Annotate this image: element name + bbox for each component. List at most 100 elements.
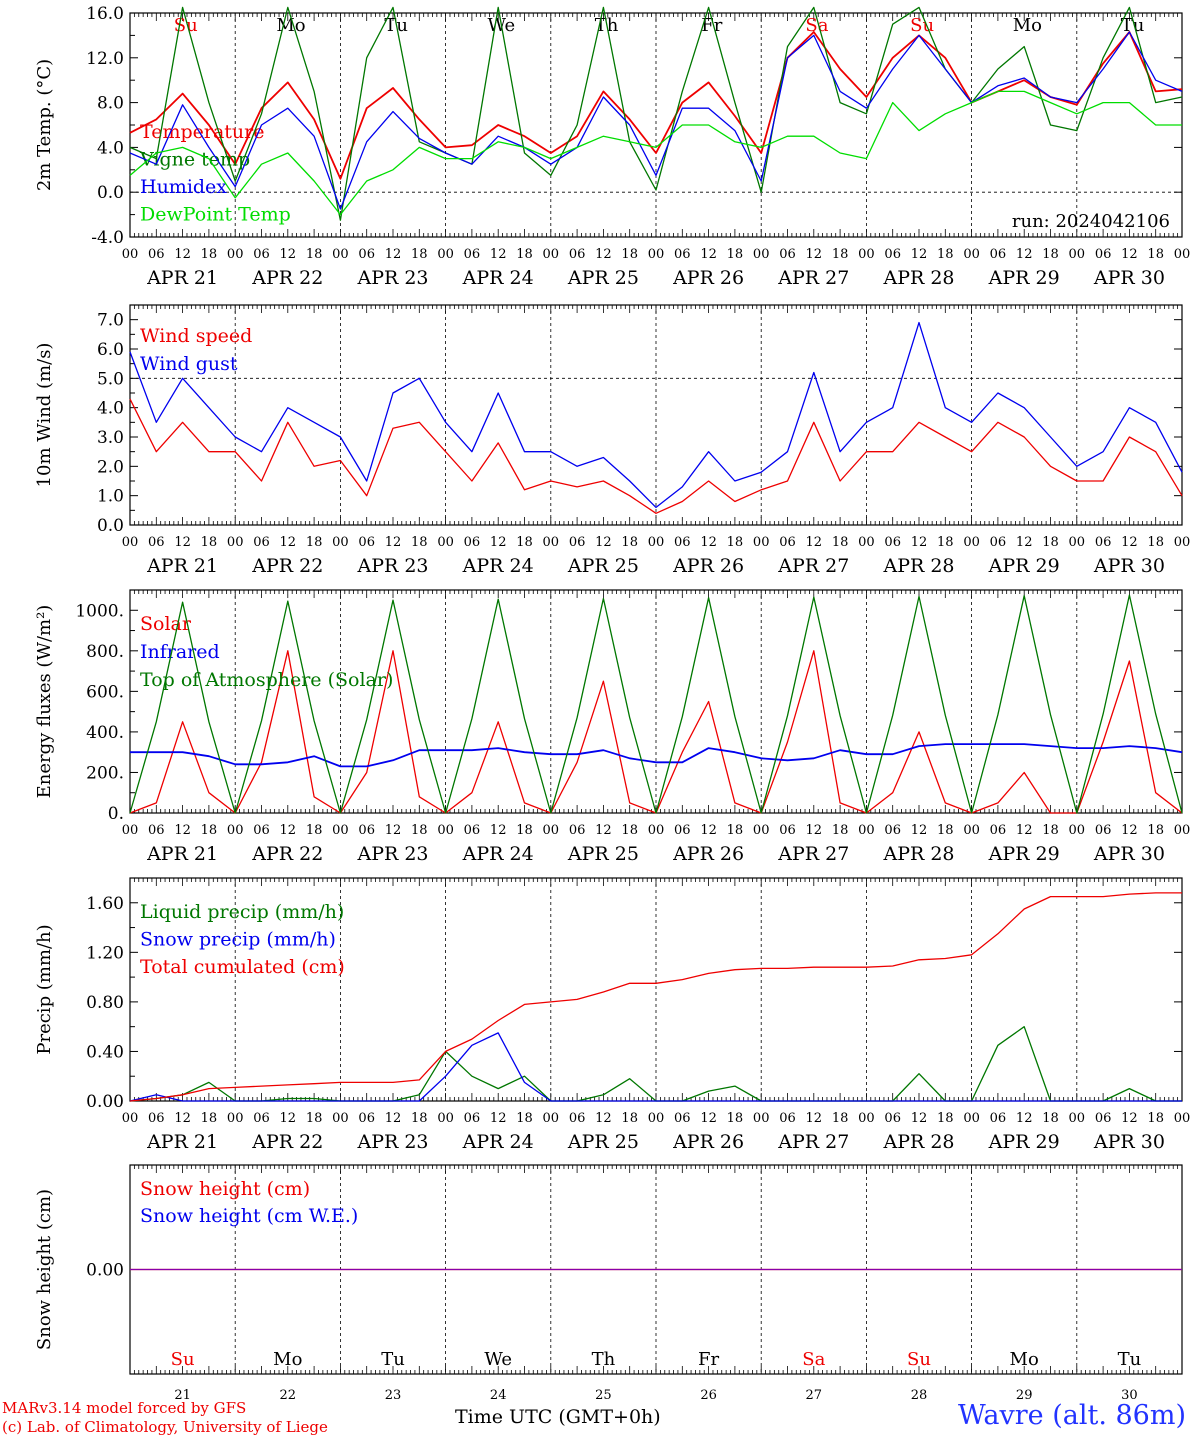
- date-label: APR 21: [146, 843, 218, 865]
- hour-tick-label: 12: [595, 1111, 612, 1126]
- hour-tick-label: 00: [227, 535, 244, 550]
- hour-tick-label: 18: [516, 823, 533, 838]
- date-label: APR 26: [672, 267, 744, 289]
- y-tick-label: -4.0: [91, 228, 124, 248]
- hour-tick-label: 18: [937, 535, 954, 550]
- y-tick-label: 200.: [86, 763, 124, 783]
- legend-entry: Top of Atmosphere (Solar): [140, 669, 393, 691]
- y-tick-label: 16.0: [86, 4, 124, 24]
- y-tick-label: 4.0: [97, 399, 124, 419]
- hour-tick-label: 12: [1016, 823, 1033, 838]
- hour-tick-label: 12: [385, 1111, 402, 1126]
- y-tick-label: 0.: [108, 804, 124, 824]
- series-line-infrared: [130, 743, 1183, 768]
- hour-tick-label: 06: [674, 247, 691, 262]
- hour-tick-label: 00: [543, 247, 560, 262]
- hour-tick-label: 06: [464, 1111, 481, 1126]
- hour-tick-label: 00: [858, 1111, 875, 1126]
- hour-tick-label: 12: [280, 823, 297, 838]
- hour-tick-label: 06: [464, 535, 481, 550]
- date-label: APR 29: [988, 843, 1060, 865]
- y-tick-label: 4.0: [97, 138, 124, 158]
- hour-tick-label: 18: [621, 247, 638, 262]
- hour-tick-label: 06: [148, 1111, 165, 1126]
- date-label: APR 27: [777, 843, 849, 865]
- hour-tick-label: 00: [1174, 247, 1191, 262]
- hour-tick-label: 18: [516, 1111, 533, 1126]
- legend-entry: Wind gust: [140, 353, 238, 375]
- day-number-label: 29: [1016, 1388, 1033, 1403]
- y-tick-label: 5.0: [97, 369, 124, 389]
- hour-tick-label: 00: [332, 535, 349, 550]
- date-label: APR 26: [672, 1131, 744, 1153]
- date-label: APR 28: [882, 555, 954, 577]
- date-label: APR 24: [462, 843, 534, 865]
- y-tick-label: 1.0: [97, 487, 124, 507]
- hour-tick-label: 18: [1147, 823, 1164, 838]
- hour-tick-label: 18: [411, 823, 428, 838]
- hour-tick-label: 00: [227, 1111, 244, 1126]
- hour-tick-label: 06: [990, 823, 1007, 838]
- hour-tick-label: 06: [674, 535, 691, 550]
- hour-tick-label: 18: [201, 535, 218, 550]
- hour-tick-label: 00: [1069, 823, 1086, 838]
- credit-line: (c) Lab. of Climatology, University of L…: [2, 1418, 328, 1436]
- hour-tick-label: 00: [437, 823, 454, 838]
- hour-tick-label: 18: [411, 247, 428, 262]
- hour-tick-label: 12: [1121, 247, 1138, 262]
- series-line-humidex: [129, 31, 1183, 210]
- hour-tick-label: 00: [963, 823, 980, 838]
- hour-tick-label: 18: [832, 535, 849, 550]
- date-label: APR 29: [988, 267, 1060, 289]
- legend-entry: Infrared: [140, 641, 220, 663]
- legend-entry: Liquid precip (mm/h): [140, 901, 344, 923]
- day-number-label: 21: [174, 1388, 191, 1403]
- time-axis-label: Time UTC (GMT+0h): [455, 1406, 661, 1428]
- y-tick-label: 0.80: [86, 993, 124, 1013]
- hour-tick-label: 00: [858, 247, 875, 262]
- hour-tick-label: 00: [227, 247, 244, 262]
- date-label: APR 25: [567, 843, 639, 865]
- y-tick-label: 0.0: [97, 516, 124, 536]
- y-axis-label: Precip (mm/h): [34, 924, 55, 1054]
- hour-tick-label: 12: [490, 535, 507, 550]
- location-label: Wavre (alt. 86m): [958, 1400, 1186, 1431]
- hour-tick-label: 12: [280, 535, 297, 550]
- hour-tick-label: 18: [621, 535, 638, 550]
- hour-tick-label: 12: [385, 535, 402, 550]
- date-label: APR 26: [672, 843, 744, 865]
- hour-tick-label: 18: [306, 1111, 323, 1126]
- date-label: APR 30: [1093, 267, 1165, 289]
- hour-tick-label: 12: [174, 247, 191, 262]
- hour-tick-label: 12: [1121, 535, 1138, 550]
- hour-tick-label: 06: [1095, 1111, 1112, 1126]
- hour-tick-label: 12: [1121, 823, 1138, 838]
- series-line-temperature: [129, 31, 1183, 180]
- series-line-dewpoint-temp: [129, 90, 1182, 216]
- legend-entry: DewPoint Temp: [140, 204, 291, 226]
- y-axis-label: 10m Wind (m/s): [34, 343, 55, 488]
- series-line-total-cumulated-cm-: [129, 892, 1182, 1102]
- weekday-label: Sa: [802, 1349, 825, 1370]
- date-label: APR 22: [251, 555, 323, 577]
- hour-tick-label: 18: [832, 823, 849, 838]
- y-tick-label: 600.: [86, 682, 124, 702]
- hour-tick-label: 12: [1016, 535, 1033, 550]
- hour-tick-label: 06: [779, 247, 796, 262]
- hour-tick-label: 12: [911, 1111, 928, 1126]
- weekday-label: Su: [171, 1349, 195, 1370]
- y-axis-label: Snow height (cm): [34, 1189, 55, 1350]
- y-tick-label: 0.00: [86, 1261, 124, 1281]
- hour-tick-label: 12: [174, 823, 191, 838]
- hour-tick-label: 06: [358, 535, 375, 550]
- y-tick-label: 6.0: [97, 340, 124, 360]
- y-tick-label: 7.0: [97, 311, 124, 331]
- hour-tick-label: 18: [937, 247, 954, 262]
- y-tick-label: 12.0: [86, 49, 124, 69]
- y-tick-label: 400.: [86, 723, 124, 743]
- hour-tick-label: 00: [1069, 247, 1086, 262]
- hour-tick-label: 18: [411, 535, 428, 550]
- y-tick-label: 3.0: [97, 428, 124, 448]
- y-tick-label: 8.0: [97, 94, 124, 114]
- hour-tick-label: 06: [358, 823, 375, 838]
